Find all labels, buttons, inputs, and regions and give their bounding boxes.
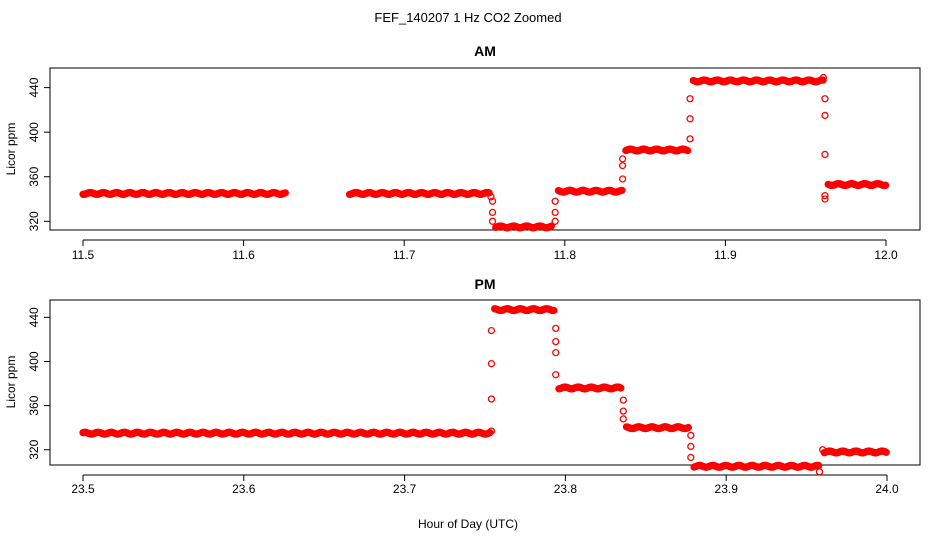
data-point — [687, 431, 695, 440]
data-point — [487, 427, 496, 435]
y-tick-label: 400 — [27, 351, 41, 371]
data-point — [488, 217, 497, 225]
data-point — [485, 189, 493, 197]
data-point — [551, 208, 559, 217]
y-tick-label: 440 — [27, 307, 41, 327]
data-point — [686, 115, 694, 123]
data-point — [547, 222, 556, 230]
panel-am: AM Licor ppm 11.5 11.6 11.7 11.8 11.9 12.0 32… — [4, 43, 921, 262]
y-axis-label-am: Licor ppm — [4, 123, 18, 176]
data-point — [552, 324, 560, 333]
y-tick-label: 440 — [27, 77, 41, 97]
y-tick-label: 400 — [27, 122, 41, 142]
figure-title: FEF_140207 1 Hz CO2 Zoomed — [374, 10, 561, 25]
data-point — [619, 415, 627, 423]
plot-frame-am — [49, 67, 921, 231]
data-point — [551, 217, 559, 225]
x-axis-am: 11.5 11.6 11.7 11.8 11.9 12.0 — [72, 239, 898, 262]
x-tick-label: 23.8 — [554, 482, 578, 496]
x-tick-label: 11.7 — [393, 248, 416, 262]
y-tick-label: 320 — [27, 211, 41, 231]
data-point — [815, 468, 824, 476]
x-tick-label: 12.0 — [874, 248, 898, 262]
data-point — [618, 186, 626, 194]
y-axis-label-pm: Licor ppm — [4, 356, 18, 409]
data-point — [487, 326, 496, 335]
x-tick-label: 11.5 — [72, 248, 95, 262]
x-axis-label: Hour of Day (UTC) — [418, 517, 518, 531]
data-point — [684, 146, 692, 155]
data-points-pm — [79, 305, 890, 476]
data-point — [618, 161, 627, 170]
x-tick-label: 11.6 — [232, 248, 255, 262]
y-tick-label: 360 — [27, 166, 41, 186]
data-point — [281, 189, 289, 197]
data-point — [881, 181, 890, 189]
data-point — [550, 306, 558, 315]
y-axis-am: 320 360 400 440 — [27, 77, 51, 231]
x-tick-label: 24.0 — [875, 482, 899, 496]
panel-pm: PM Licor ppm 23.5 23.6 23.7 23.8 23.9 24.0 32… — [4, 276, 921, 496]
data-point — [882, 448, 890, 456]
plot-frame-pm — [49, 299, 921, 466]
data-point — [618, 175, 627, 183]
x-tick-label: 23.9 — [715, 482, 739, 496]
x-tick-label: 11.9 — [714, 248, 737, 262]
data-point — [619, 396, 627, 404]
data-points-am — [79, 73, 890, 232]
panel-title-pm: PM — [475, 276, 496, 292]
data-point — [686, 135, 694, 143]
x-axis-pm: 23.5 23.6 23.7 23.8 23.9 24.0 — [71, 474, 899, 496]
data-point — [617, 384, 625, 392]
data-point — [488, 197, 497, 205]
data-point — [687, 453, 695, 462]
data-point — [686, 95, 694, 103]
data-point — [819, 446, 827, 454]
data-point — [487, 360, 496, 368]
data-point — [552, 371, 560, 379]
data-point — [821, 150, 829, 159]
data-point — [819, 76, 827, 84]
data-point — [551, 197, 559, 205]
x-tick-label: 11.8 — [554, 248, 577, 262]
data-point — [821, 195, 829, 203]
data-point — [486, 429, 494, 437]
data-point — [552, 349, 560, 357]
data-point — [488, 208, 497, 217]
data-point — [618, 155, 627, 163]
data-point — [487, 395, 496, 403]
data-point — [552, 337, 560, 346]
x-tick-label: 23.6 — [232, 482, 256, 496]
data-point — [821, 95, 829, 103]
y-tick-label: 320 — [27, 439, 41, 459]
data-point — [687, 442, 695, 451]
x-tick-label: 23.5 — [71, 482, 95, 496]
y-tick-label: 360 — [27, 395, 41, 415]
data-point — [684, 423, 693, 432]
data-point — [821, 192, 829, 200]
data-point — [819, 73, 828, 82]
data-point — [821, 111, 829, 120]
data-point — [619, 407, 627, 415]
y-axis-pm: 320 360 400 440 — [27, 307, 51, 460]
x-tick-label: 23.7 — [393, 482, 417, 496]
data-point — [487, 193, 495, 201]
panel-title-am: AM — [474, 43, 496, 59]
